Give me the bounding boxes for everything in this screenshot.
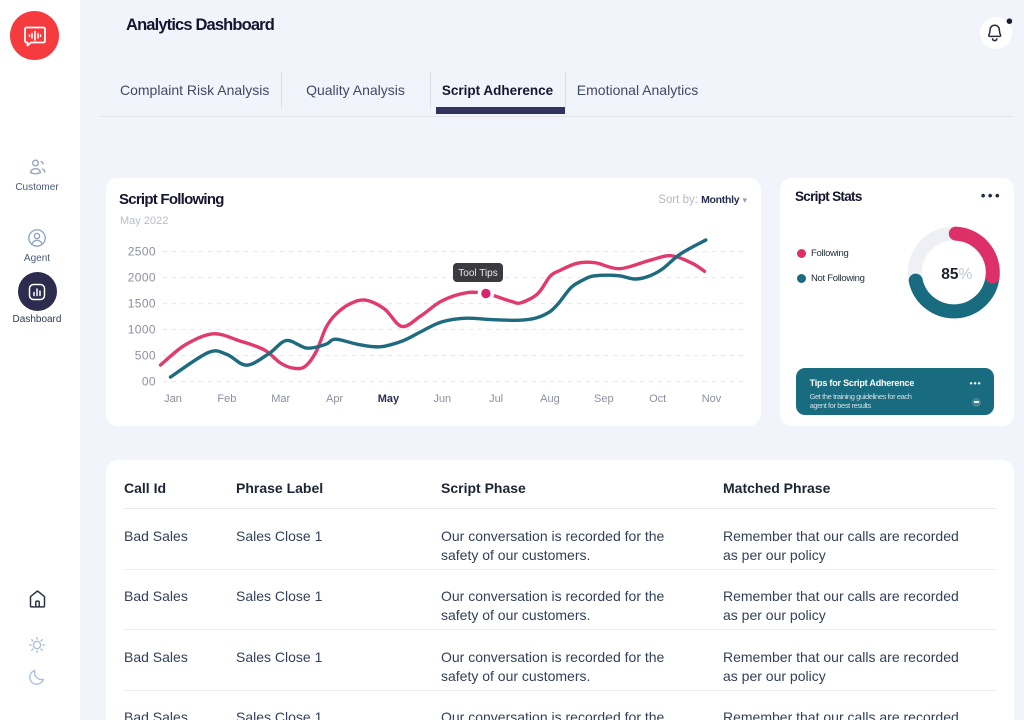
svg-text:Tool Tips: Tool Tips [458, 268, 497, 279]
svg-text:Apr: Apr [326, 393, 343, 405]
svg-text:Jun: Jun [433, 393, 451, 405]
svg-text:1000: 1000 [128, 323, 156, 337]
svg-text:1500: 1500 [128, 297, 156, 311]
svg-text:Feb: Feb [217, 393, 236, 405]
svg-text:Oct: Oct [649, 393, 666, 405]
svg-text:May: May [378, 393, 400, 405]
svg-text:Jan: Jan [164, 393, 182, 405]
svg-text:Mar: Mar [271, 393, 290, 405]
svg-text:500: 500 [135, 349, 156, 363]
svg-text:Sep: Sep [594, 393, 614, 405]
svg-text:Jul: Jul [489, 393, 503, 405]
svg-text:Aug: Aug [540, 393, 560, 405]
svg-text:Nov: Nov [702, 393, 722, 405]
svg-text:85: 85 [941, 266, 959, 283]
svg-text:2500: 2500 [128, 245, 156, 259]
svg-text:2000: 2000 [128, 271, 156, 285]
svg-text:%: % [959, 266, 973, 283]
svg-text:00: 00 [142, 375, 156, 389]
